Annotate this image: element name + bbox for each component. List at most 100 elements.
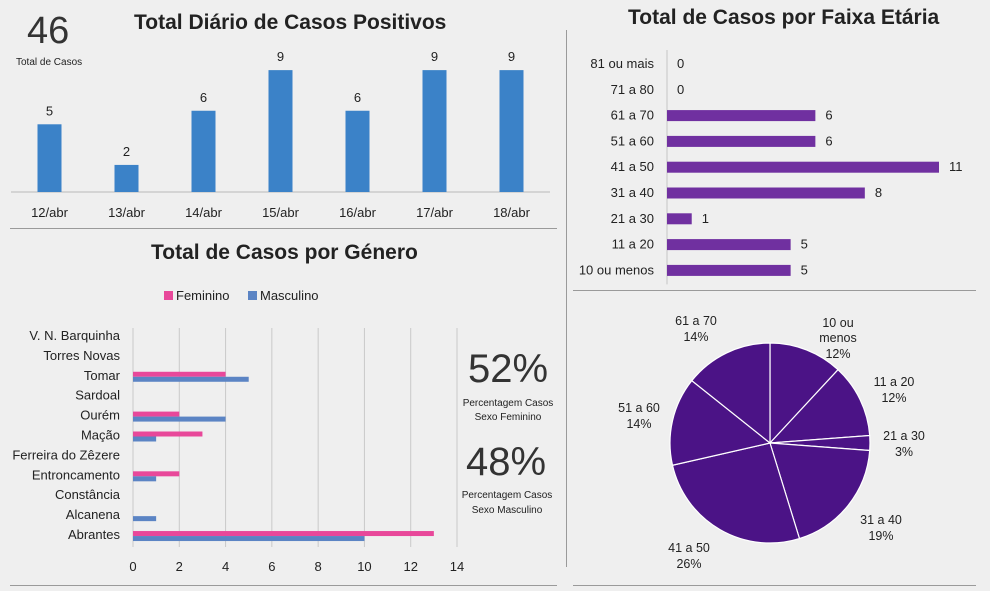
- total-cases-value: 46: [27, 10, 70, 52]
- gender-category-label: Entroncamento: [32, 467, 120, 482]
- gender-chart-title: Total de Casos por Género: [151, 241, 418, 264]
- gender-category-label: Torres Novas: [43, 348, 120, 363]
- age-category-label: 61 a 70: [611, 108, 654, 123]
- male-percentage-label-1: Percentagem Casos: [461, 490, 553, 501]
- age-data-label: 8: [875, 185, 882, 200]
- pie-slice: [671, 442, 801, 544]
- daily-cases-chart: 5 12/abr 2 13/abr 6 14/abr 9 15/abr 6 16/abr 9 17/a…: [11, 49, 550, 220]
- daily-bar: [37, 124, 62, 192]
- pie-slice-percent: 12%: [881, 391, 906, 405]
- age-category-label: 51 a 60: [611, 133, 654, 148]
- daily-x-tick-label: 12/abr: [31, 205, 69, 220]
- daily-bar: [422, 70, 447, 192]
- age-chart-title: Total de Casos por Faixa Etária: [628, 6, 940, 29]
- age-bar: [667, 135, 816, 147]
- age-category-label: 21 a 30: [611, 211, 654, 226]
- age-bar: [667, 239, 791, 251]
- age-data-label: 5: [801, 262, 808, 277]
- pie-slice-label: menos: [819, 331, 857, 345]
- age-category-label: 31 a 40: [611, 185, 654, 200]
- gender-category-label: Ferreira do Zêzere: [12, 447, 120, 462]
- daily-data-label: 9: [431, 49, 438, 64]
- daily-bar: [499, 70, 524, 192]
- gender-bar: [133, 371, 226, 377]
- gender-x-tick-label: 2: [176, 559, 183, 574]
- age-category-label: 71 a 80: [611, 82, 654, 97]
- daily-data-label: 5: [46, 103, 53, 118]
- pie-slice-percent: 12%: [825, 347, 850, 361]
- age-data-label: 5: [801, 237, 808, 252]
- gender-legend-label: Feminino: [176, 288, 229, 303]
- gender-bar: [133, 536, 365, 542]
- pie-slice: [768, 368, 871, 444]
- daily-x-tick-label: 14/abr: [185, 205, 223, 220]
- age-bar: [667, 110, 816, 122]
- daily-bar: [114, 164, 139, 192]
- daily-x-tick-label: 13/abr: [108, 205, 146, 220]
- daily-data-label: 2: [123, 144, 130, 159]
- age-category-label: 41 a 50: [611, 159, 654, 174]
- gender-legend-swatch: [164, 291, 173, 300]
- gender-category-label: Constância: [55, 487, 121, 502]
- gender-legend-label: Masculino: [260, 288, 319, 303]
- gender-category-label: Ourém: [80, 408, 120, 423]
- pie-slice-label: 61 a 70: [675, 314, 717, 328]
- pie-slice-percent: 14%: [626, 417, 651, 431]
- age-data-label: 0: [677, 82, 684, 97]
- female-percentage-value: 52%: [468, 347, 549, 391]
- pie-slice-label: 21 a 30: [883, 429, 925, 443]
- age-bar: [667, 264, 791, 276]
- divider-bottom-left: [10, 585, 557, 586]
- daily-data-label: 6: [354, 90, 361, 105]
- gender-x-tick-label: 14: [450, 559, 464, 574]
- pie-slice: [769, 342, 839, 445]
- daily-x-tick-label: 17/abr: [416, 205, 454, 220]
- gender-x-tick-label: 0: [129, 559, 136, 574]
- pie-slice: [769, 442, 871, 540]
- age-bar: [667, 187, 865, 199]
- gender-x-tick-label: 10: [357, 559, 371, 574]
- pie-slice-percent: 19%: [868, 529, 893, 543]
- pie-slice-label: 10 ou: [822, 316, 853, 330]
- gender-x-tick-label: 6: [268, 559, 275, 574]
- daily-x-tick-label: 16/abr: [339, 205, 377, 220]
- gender-category-label: Tomar: [84, 368, 121, 383]
- pie-slice: [690, 342, 771, 445]
- gender-bar: [133, 471, 180, 477]
- age-category-label: 11 a 20: [612, 237, 654, 252]
- divider-vertical: [566, 30, 567, 567]
- gender-bar: [133, 436, 157, 442]
- female-percentage-label-1: Percentagem Casos: [462, 398, 554, 409]
- gender-bar: [133, 531, 434, 537]
- pie-slice-percent: 3%: [895, 445, 913, 459]
- age-data-label: 6: [825, 108, 832, 123]
- daily-bar: [268, 70, 293, 192]
- pie-slice-label: 11 a 20: [874, 375, 915, 389]
- gender-bar: [133, 416, 226, 422]
- female-percentage-label-2: Sexo Feminino: [474, 412, 542, 423]
- daily-data-label: 9: [508, 49, 515, 64]
- age-category-label: 81 ou mais: [590, 56, 654, 71]
- daily-bar: [345, 110, 370, 192]
- age-data-label: 1: [702, 211, 709, 226]
- daily-data-label: 9: [277, 49, 284, 64]
- gender-bar: [133, 376, 249, 382]
- gender-bar: [133, 476, 157, 482]
- gender-category-label: Alcanena: [66, 507, 121, 522]
- daily-x-tick-label: 18/abr: [493, 205, 531, 220]
- gender-x-tick-label: 4: [222, 559, 229, 574]
- male-percentage-label-2: Sexo Masculino: [471, 505, 543, 516]
- gender-category-label: Sardoal: [75, 388, 120, 403]
- gender-cases-chart: 0 2 4 6 8 10 12 14 Feminino Masculino V. N. Barqui…: [12, 288, 464, 574]
- gender-bar: [133, 431, 203, 437]
- daily-bar: [191, 110, 216, 192]
- age-category-label: 10 ou menos: [579, 262, 655, 277]
- age-data-label: 0: [677, 56, 684, 71]
- divider-right-mid: [573, 290, 976, 291]
- pie-slice-percent: 26%: [676, 557, 701, 571]
- divider-left-mid: [10, 228, 557, 229]
- age-bar: [667, 161, 939, 173]
- total-cases-label: Total de Casos: [16, 57, 83, 68]
- pie-slice-label: 41 a 50: [668, 541, 710, 555]
